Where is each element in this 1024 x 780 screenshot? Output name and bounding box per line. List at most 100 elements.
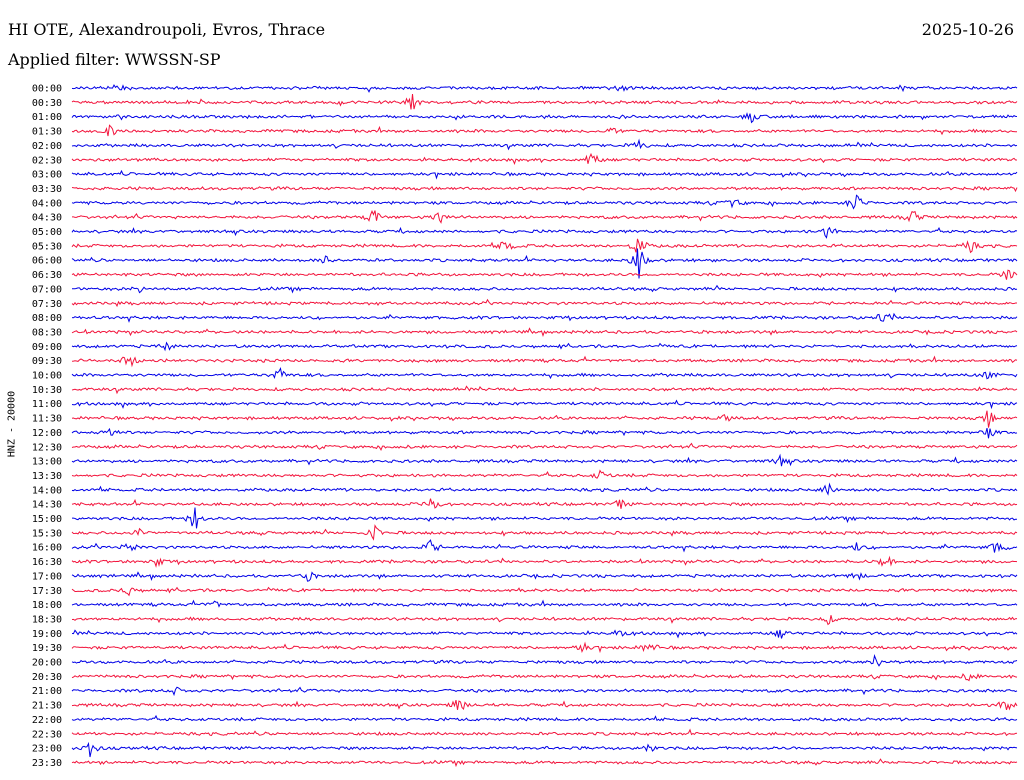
time-tick-label: 07:00 xyxy=(32,284,62,295)
time-tick-label: 20:00 xyxy=(32,658,62,669)
time-tick-label: 09:00 xyxy=(32,342,62,353)
time-tick-label: 11:30 xyxy=(32,414,62,425)
time-tick-label: 13:00 xyxy=(32,457,62,468)
seismic-trace xyxy=(71,169,1018,180)
time-tick-label: 08:30 xyxy=(32,327,62,338)
seismic-trace xyxy=(71,571,1018,582)
time-tick-label: 17:30 xyxy=(32,586,62,597)
seismic-trace xyxy=(71,586,1018,597)
seismic-trace xyxy=(71,355,1018,368)
time-tick-label: 18:00 xyxy=(32,600,62,611)
seismic-trace xyxy=(71,442,1018,452)
time-tick-label: 02:00 xyxy=(32,141,62,152)
seismic-trace xyxy=(71,327,1018,338)
time-tick-label: 09:30 xyxy=(32,356,62,367)
seismic-trace xyxy=(71,186,1018,193)
seismic-trace xyxy=(71,112,1018,124)
seismic-trace xyxy=(71,673,1018,682)
seismic-trace xyxy=(71,312,1018,323)
time-tick-label: 05:30 xyxy=(32,241,62,252)
time-tick-label: 02:30 xyxy=(32,155,62,166)
time-tick-group: 00:00 00:30 01:00 01:30 02:00 02:30 03:00 03:30… xyxy=(32,84,62,769)
time-tick-label: 18:30 xyxy=(32,614,62,625)
time-tick-label: 04:00 xyxy=(32,198,62,209)
seismic-trace xyxy=(71,741,1018,758)
time-tick-label: 03:00 xyxy=(32,170,62,181)
seismic-trace xyxy=(71,728,1018,737)
time-tick-label: 22:00 xyxy=(32,715,62,726)
seismic-trace xyxy=(71,599,1018,608)
time-tick-label: 14:00 xyxy=(32,485,62,496)
plot-date: 2025-10-26 xyxy=(921,20,1014,39)
seismic-trace xyxy=(71,714,1018,722)
time-tick-label: 06:00 xyxy=(32,256,62,267)
seismic-trace xyxy=(71,686,1018,697)
seismic-trace xyxy=(71,226,1018,239)
time-tick-label: 06:30 xyxy=(32,270,62,281)
time-tick-label: 01:30 xyxy=(32,127,62,138)
time-tick-label: 10:30 xyxy=(32,385,62,396)
seismic-trace xyxy=(71,539,1018,553)
time-tick-label: 15:30 xyxy=(32,528,62,539)
trace-group xyxy=(71,84,1018,768)
seismic-trace xyxy=(71,248,1018,279)
time-tick-label: 08:00 xyxy=(32,313,62,324)
time-tick-label: 21:00 xyxy=(32,686,62,697)
seismic-trace xyxy=(71,699,1018,711)
seismic-trace xyxy=(71,555,1018,568)
seismic-trace xyxy=(71,124,1018,137)
seismic-trace xyxy=(71,84,1018,93)
filter-label: Applied filter: WWSSN-SP xyxy=(8,50,221,69)
seismic-trace xyxy=(71,366,1018,380)
seismic-trace xyxy=(71,469,1018,479)
time-tick-label: 19:00 xyxy=(32,629,62,640)
seismic-trace xyxy=(71,524,1018,541)
seismic-trace xyxy=(71,238,1018,254)
seismic-trace xyxy=(71,341,1018,352)
time-tick-label: 00:30 xyxy=(32,98,62,109)
seismic-trace xyxy=(71,482,1018,496)
seismic-trace xyxy=(71,641,1018,654)
time-tick-label: 15:00 xyxy=(32,514,62,525)
seismic-trace xyxy=(71,427,1018,439)
time-tick-label: 05:00 xyxy=(32,227,62,238)
time-tick-label: 12:00 xyxy=(32,428,62,439)
time-tick-label: 00:00 xyxy=(32,84,62,95)
seismic-trace xyxy=(71,152,1017,165)
time-tick-label: 23:30 xyxy=(32,758,62,769)
time-tick-label: 20:30 xyxy=(32,672,62,683)
time-tick-label: 22:30 xyxy=(32,729,62,740)
seismic-trace xyxy=(71,194,1018,210)
time-tick-label: 03:30 xyxy=(32,184,62,195)
time-tick-label: 23:00 xyxy=(32,744,62,755)
time-tick-label: 11:00 xyxy=(32,399,62,410)
time-tick-label: 17:00 xyxy=(32,571,62,582)
seismic-trace xyxy=(71,269,1018,280)
time-tick-label: 13:30 xyxy=(32,471,62,482)
seismic-trace xyxy=(71,93,1018,110)
seismic-trace xyxy=(71,284,1018,294)
time-tick-label: 19:30 xyxy=(32,643,62,654)
seismic-trace xyxy=(71,410,1018,428)
time-tick-label: 07:30 xyxy=(32,299,62,310)
time-tick-label: 01:00 xyxy=(32,112,62,123)
seismic-trace xyxy=(71,758,1018,768)
time-tick-label: 16:30 xyxy=(32,557,62,568)
seismic-trace xyxy=(71,453,1018,467)
seismic-trace xyxy=(71,399,1018,410)
seismic-trace xyxy=(71,498,1018,509)
time-tick-label: 10:00 xyxy=(32,371,62,382)
time-tick-label: 12:30 xyxy=(32,442,62,453)
time-tick-label: 21:30 xyxy=(32,701,62,712)
seismic-trace xyxy=(71,507,1018,529)
seismic-trace xyxy=(71,615,1018,626)
seismic-trace xyxy=(71,629,1018,639)
seismic-trace xyxy=(71,654,1018,667)
seismic-trace xyxy=(71,210,1018,224)
station-title: HI OTE, Alexandroupoli, Evros, Thrace xyxy=(8,20,326,39)
time-tick-label: 14:30 xyxy=(32,500,62,511)
seismic-trace xyxy=(71,138,1018,151)
time-tick-label: 16:00 xyxy=(32,543,62,554)
seismic-trace xyxy=(71,385,1018,395)
